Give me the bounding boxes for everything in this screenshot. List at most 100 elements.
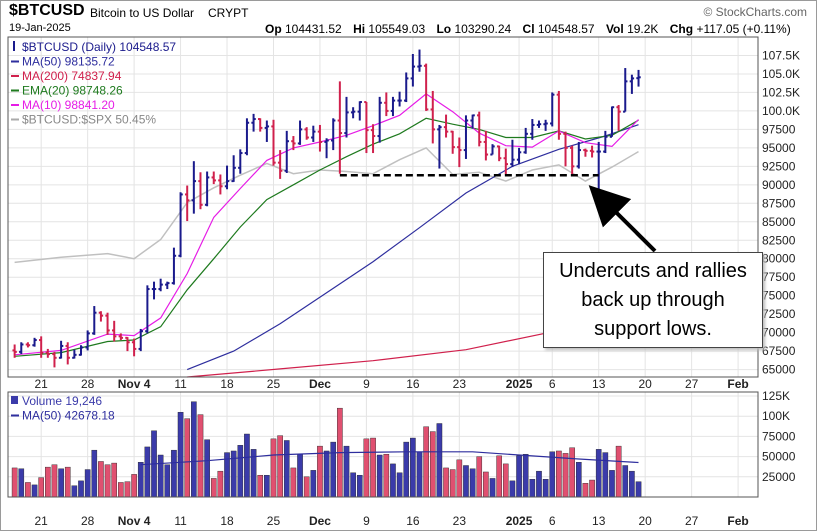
volume-bar xyxy=(244,433,250,498)
ohlc-bar xyxy=(291,136,296,151)
ohlc-bar xyxy=(244,118,250,156)
volume-bar xyxy=(622,465,629,498)
x-tick-label-bottom: Nov 4 xyxy=(118,514,151,528)
callout-line-2: back up through xyxy=(581,289,725,311)
ohlc-bar xyxy=(19,342,24,355)
volume-bar xyxy=(11,467,18,498)
x-tick-label: 28 xyxy=(81,377,95,391)
price-tick-label: 97500 xyxy=(762,122,796,136)
callout-line-1: Undercuts and rallies xyxy=(559,260,747,282)
volume-bar xyxy=(31,484,38,498)
x-tick-label-bottom: 6 xyxy=(549,514,556,528)
ohlc-bar xyxy=(165,281,170,290)
volume-bar xyxy=(84,469,91,498)
ohlc-bar xyxy=(38,336,44,358)
volume-bar xyxy=(582,483,589,498)
volume-bar xyxy=(25,482,31,498)
ohlc-bar xyxy=(450,130,455,154)
volume-bar xyxy=(343,445,350,498)
volume-bar xyxy=(602,452,609,498)
ohlc-bar xyxy=(304,127,309,140)
price-tick-label: 80000 xyxy=(762,252,796,266)
ohlc-bar xyxy=(397,91,402,107)
ohlc-bar xyxy=(151,281,157,300)
spx-ratio-line xyxy=(14,147,639,264)
volume-bar xyxy=(283,440,290,498)
quote-value-cl: 104548.57 xyxy=(537,22,598,36)
volume-ma50-series xyxy=(140,451,639,466)
ohlc-bar xyxy=(523,127,528,154)
panel-frames xyxy=(7,36,759,498)
ohlc-bar xyxy=(92,306,97,335)
ohlc-bar xyxy=(636,69,641,87)
volume-bar xyxy=(416,451,423,498)
volume-bar xyxy=(609,470,615,498)
ohlc-bar xyxy=(271,119,276,166)
spx-ratio-series xyxy=(14,147,639,264)
ohlc-bar xyxy=(623,68,628,113)
callout-line-3: support lows. xyxy=(594,318,712,340)
x-tick-label-bottom: Feb xyxy=(727,514,748,528)
price-tick-label: 95000 xyxy=(762,141,796,155)
volume-bar xyxy=(270,438,277,498)
ohlc-bar xyxy=(105,312,110,335)
volume-bar xyxy=(104,464,111,498)
volume-bar xyxy=(323,450,330,498)
x-tick-label: 27 xyxy=(685,377,699,391)
price-legend-label: EMA(20) 98748.26 xyxy=(22,84,123,98)
ohlc-bar xyxy=(311,125,316,142)
volume-bar xyxy=(443,467,449,498)
ohlc-bar xyxy=(85,330,90,351)
price-tick-label: 75000 xyxy=(762,289,796,303)
ohlc-bar xyxy=(111,320,117,342)
ema20-series xyxy=(14,117,639,357)
volume-bar xyxy=(403,441,410,498)
symbol-title: $BTCUSD xyxy=(9,2,85,19)
x-tick-label: 2025 xyxy=(506,377,533,391)
x-tick-label: 23 xyxy=(453,377,467,391)
volume-bar xyxy=(529,479,536,498)
volume-bar xyxy=(363,438,370,498)
ohlc-bar xyxy=(191,161,197,214)
volume-bar xyxy=(171,449,177,498)
ohlc-bar xyxy=(138,328,143,352)
volume-bar xyxy=(210,478,217,498)
ohlc-bar xyxy=(72,349,77,359)
volume-bar xyxy=(257,474,264,498)
price-tick-label: 82500 xyxy=(762,233,796,247)
x-tick-label-bottom: Dec xyxy=(309,514,331,528)
price-legend-label: $BTCUSD (Daily) 104548.57 xyxy=(22,40,176,54)
ohlc-bar xyxy=(297,120,303,145)
x-tick-label: 18 xyxy=(220,377,234,391)
stockcharts-brand: © StockCharts.com xyxy=(703,5,807,19)
ohlc-bar xyxy=(231,155,236,183)
volume-bar xyxy=(91,449,98,498)
volume-bar xyxy=(522,453,529,498)
ema20-line xyxy=(14,117,639,357)
volume-bar xyxy=(58,468,64,498)
volume-bar xyxy=(217,470,224,498)
price-tick-label: 87500 xyxy=(762,196,796,210)
volume-bar xyxy=(131,474,137,498)
x-tick-label-bottom: 21 xyxy=(35,514,49,528)
ma50-line xyxy=(186,124,639,371)
x-tick-label: 6 xyxy=(549,377,556,391)
ohlc-bar xyxy=(384,92,389,117)
ohlc-bar xyxy=(457,137,462,168)
ohlc-bar xyxy=(576,141,581,169)
volume-bar xyxy=(38,477,44,498)
ohlc-bar xyxy=(65,342,70,365)
ohlc-bar xyxy=(583,148,588,157)
ohlc-bar xyxy=(629,74,635,94)
ohlc-bar xyxy=(125,336,130,352)
volume-bar xyxy=(376,454,383,498)
ohlc-bar xyxy=(603,130,608,154)
volume-bar xyxy=(124,481,131,498)
price-tick-label: 67500 xyxy=(762,344,796,358)
ohlc-bar xyxy=(550,92,555,127)
symbol-name: Bitcoin to US Dollar xyxy=(90,6,195,20)
ohlc-bar xyxy=(32,337,37,347)
ohlc-bar xyxy=(510,139,515,168)
ohlc-bar xyxy=(563,131,568,167)
